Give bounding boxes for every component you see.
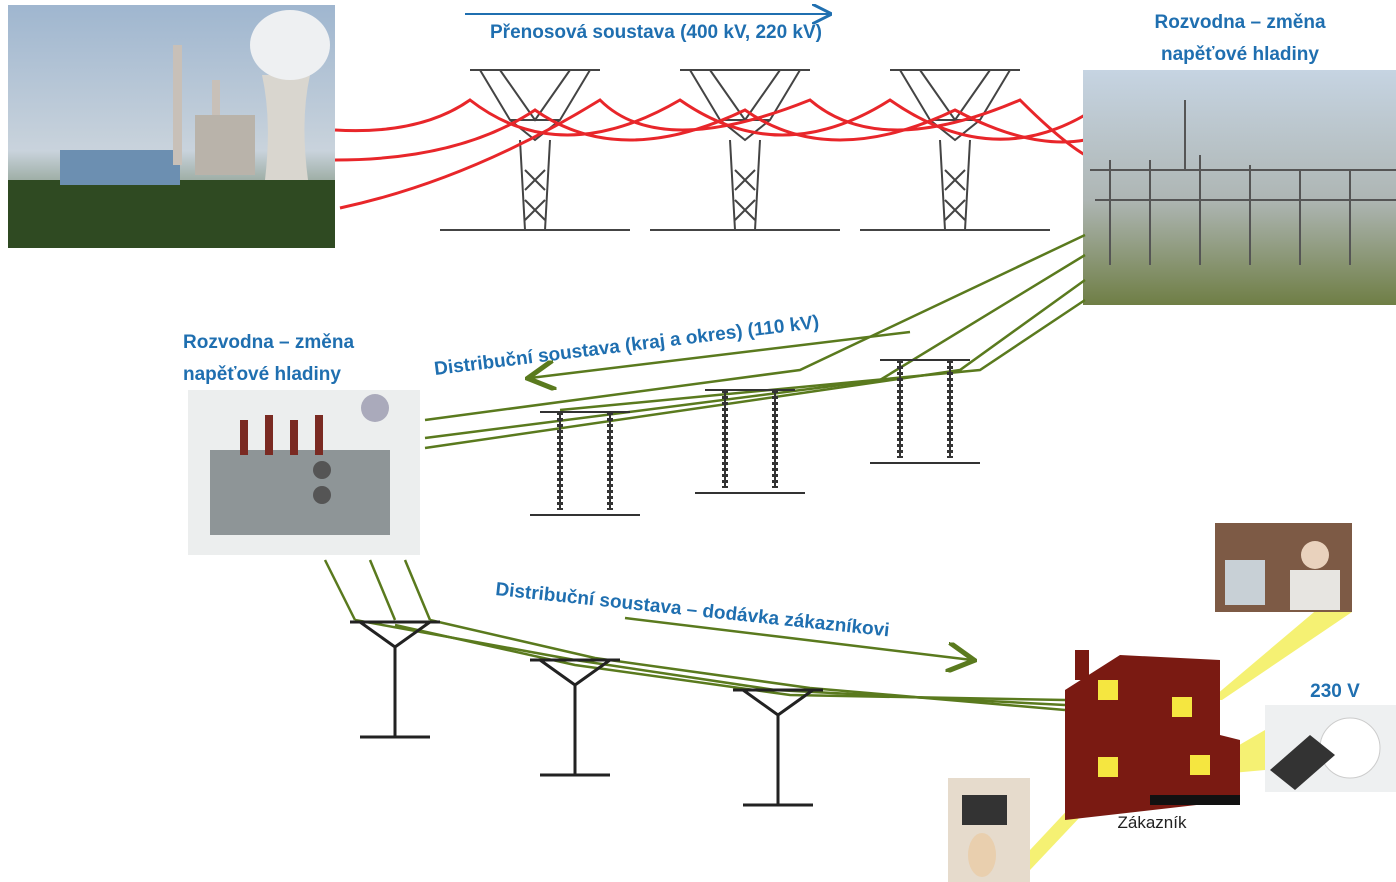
pylon	[650, 70, 840, 230]
socket-label: 230 V	[1310, 681, 1360, 702]
pole	[530, 660, 620, 775]
pylon	[860, 70, 1050, 230]
pylon	[440, 70, 630, 230]
substation-label: napěťové hladiny	[183, 364, 341, 385]
customer-label: Zákazník	[1118, 813, 1187, 832]
transmission-wires	[335, 100, 1085, 208]
substation-label: Rozvodna – změna	[1154, 12, 1325, 33]
regional-label: Distribuční soustava (kraj a okres) (110…	[433, 312, 820, 380]
local-wires	[325, 560, 1065, 710]
substation-photo	[1083, 70, 1396, 305]
local-label: Distribuční soustava – dodávka zákazníko…	[494, 579, 890, 641]
pole	[733, 690, 823, 805]
transformer-photo	[188, 390, 420, 555]
transmission-label: Přenosová soustava (400 kV, 220 kV)	[490, 22, 822, 43]
pole	[350, 622, 440, 737]
lattice	[530, 412, 640, 515]
appliance-photo	[948, 778, 1030, 882]
substation-label: Rozvodna – změna	[183, 332, 354, 353]
person-photo	[1215, 523, 1352, 612]
socket-photo	[1265, 705, 1396, 792]
power-plant-photo	[8, 5, 335, 248]
substation-label: napěťové hladiny	[1161, 44, 1319, 65]
diagram: Přenosová soustava (400 kV, 220 kV) Rozv…	[0, 0, 1396, 882]
regional-wires	[425, 235, 1085, 448]
